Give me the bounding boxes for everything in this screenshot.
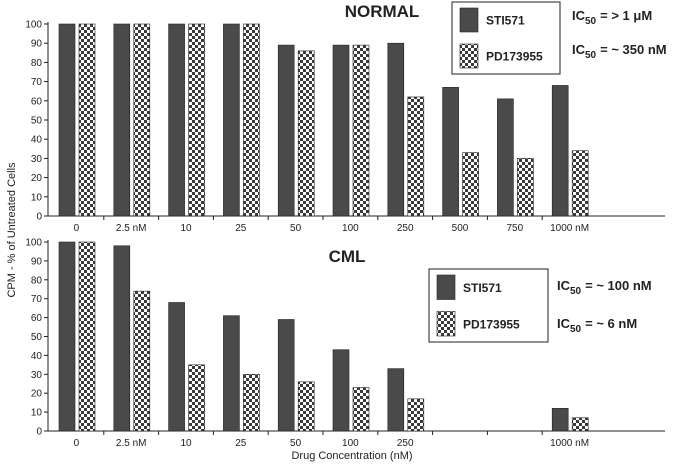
y-tick-label: 30 — [31, 154, 43, 165]
y-tick-label: 100 — [25, 20, 42, 31]
x-tick-label: 0 — [74, 438, 80, 449]
bar-pd173955 — [352, 44, 370, 217]
y-tick-label: 40 — [31, 135, 43, 146]
x-tick-label: 2.5 nM — [116, 223, 147, 234]
bar-sti571 — [332, 349, 350, 432]
ic50-annotation: IC50 = > 1 μM — [572, 8, 652, 27]
legend-swatch-sti571 — [459, 7, 479, 33]
x-tick-label: 25 — [235, 223, 247, 234]
ic50-annotation: IC50 = ~ 100 nM — [557, 278, 652, 297]
bar-sti571 — [223, 315, 240, 432]
bar-pd173955 — [243, 23, 260, 217]
x-tick-label: 10 — [180, 438, 192, 449]
x-tick-label: 100 — [342, 438, 359, 449]
bar-sti571 — [442, 87, 459, 217]
bar-pd173955 — [297, 50, 315, 217]
bar-sti571 — [113, 245, 131, 432]
bar-pd173955 — [133, 290, 151, 432]
y-tick-label: 60 — [31, 313, 43, 324]
bar-pd173955 — [407, 398, 425, 432]
bar-pd173955 — [188, 23, 205, 217]
bar-sti571 — [551, 408, 569, 432]
y-tick-label: 10 — [31, 192, 43, 203]
bar-pd173955 — [297, 381, 315, 432]
x-tick-label: 750 — [506, 223, 523, 234]
y-tick-label: 90 — [31, 39, 43, 50]
y-tick-label: 20 — [31, 173, 43, 184]
panel-normal: 0 10 20 30 40 50 60 70 80 90 100 0 2.5 nM 10 25 50 100 25… — [25, 1, 667, 234]
x-tick-label: 50 — [290, 223, 302, 234]
x-tick-label: 0 — [74, 223, 80, 234]
bar-pd173955 — [517, 158, 534, 217]
y-tick-label: 50 — [31, 332, 43, 343]
bar-pd173955 — [243, 373, 260, 432]
y-tick-label: 80 — [31, 275, 43, 286]
x-tick-label: 1000 nM — [550, 223, 589, 234]
bar-sti571 — [168, 302, 185, 432]
y-tick-label: 60 — [31, 96, 43, 107]
legend-swatch-pd173955 — [436, 311, 456, 337]
bar-pd173955 — [78, 241, 96, 432]
bar-pd173955 — [571, 150, 589, 217]
x-tick-label: 10 — [180, 223, 192, 234]
bar-sti571 — [551, 85, 569, 217]
y-tick-label: 50 — [31, 116, 43, 127]
panel-title: NORMAL — [345, 2, 420, 21]
bar-pd173955 — [188, 364, 205, 432]
x-tick-label: 50 — [290, 438, 302, 449]
bar-sti571 — [387, 42, 405, 217]
bar-sti571 — [113, 23, 131, 217]
legend-label: STI571 — [486, 14, 525, 28]
x-tick-label: 250 — [397, 438, 414, 449]
x-tick-label: 500 — [452, 223, 469, 234]
panel-cml: 0 10 20 30 40 50 60 70 80 90 100 0 2.5 nM 10 25 50 100 25… — [25, 238, 665, 449]
ic50-annotation: IC50 = ~ 350 nM — [572, 42, 667, 61]
x-tick-label: 2.5 nM — [116, 438, 147, 449]
bar-pd173955 — [133, 23, 151, 217]
y-tick-label: 20 — [31, 389, 43, 400]
bar-pd173955 — [462, 152, 479, 217]
legend-swatch-sti571 — [436, 274, 456, 300]
y-tick-label: 80 — [31, 58, 43, 69]
y-tick-label: 90 — [31, 256, 43, 267]
bar-sti571 — [387, 368, 405, 432]
bar-sti571 — [58, 241, 76, 432]
x-axis-label: Drug Concentration (nM) — [291, 450, 412, 462]
x-tick-label: 25 — [235, 438, 247, 449]
legend-swatch-pd173955 — [459, 43, 479, 69]
legend-label: STI571 — [463, 281, 502, 295]
y-tick-label: 100 — [25, 238, 42, 249]
panel-title: CML — [329, 247, 366, 266]
y-tick-label: 70 — [31, 77, 43, 88]
y-tick-label: 10 — [31, 408, 43, 419]
bar-sti571 — [168, 23, 185, 217]
bar-sti571 — [277, 319, 295, 432]
bar-pd173955 — [78, 23, 96, 217]
bar-sti571 — [223, 23, 240, 217]
bar-sti571 — [497, 98, 514, 217]
y-axis-label: CPM - % of Untreated Cells — [6, 162, 18, 298]
ic50-annotation: IC50 = ~ 6 nM — [557, 316, 637, 335]
legend-label: PD173955 — [486, 50, 543, 64]
bar-sti571 — [332, 44, 350, 217]
x-tick-label: 100 — [342, 223, 359, 234]
bar-pd173955 — [407, 96, 425, 217]
bar-sti571 — [58, 23, 76, 217]
bar-sti571 — [277, 44, 295, 217]
y-tick-label: 70 — [31, 294, 43, 305]
x-tick-label: 1000 nM — [550, 438, 589, 449]
x-tick-label: 250 — [397, 223, 414, 234]
bar-pd173955 — [352, 387, 370, 432]
bar-pd173955 — [571, 417, 589, 432]
y-tick-label: 0 — [36, 212, 42, 223]
y-tick-label: 30 — [31, 370, 43, 381]
y-tick-label: 40 — [31, 351, 43, 362]
y-tick-label: 0 — [36, 427, 42, 438]
legend-label: PD173955 — [463, 317, 520, 331]
